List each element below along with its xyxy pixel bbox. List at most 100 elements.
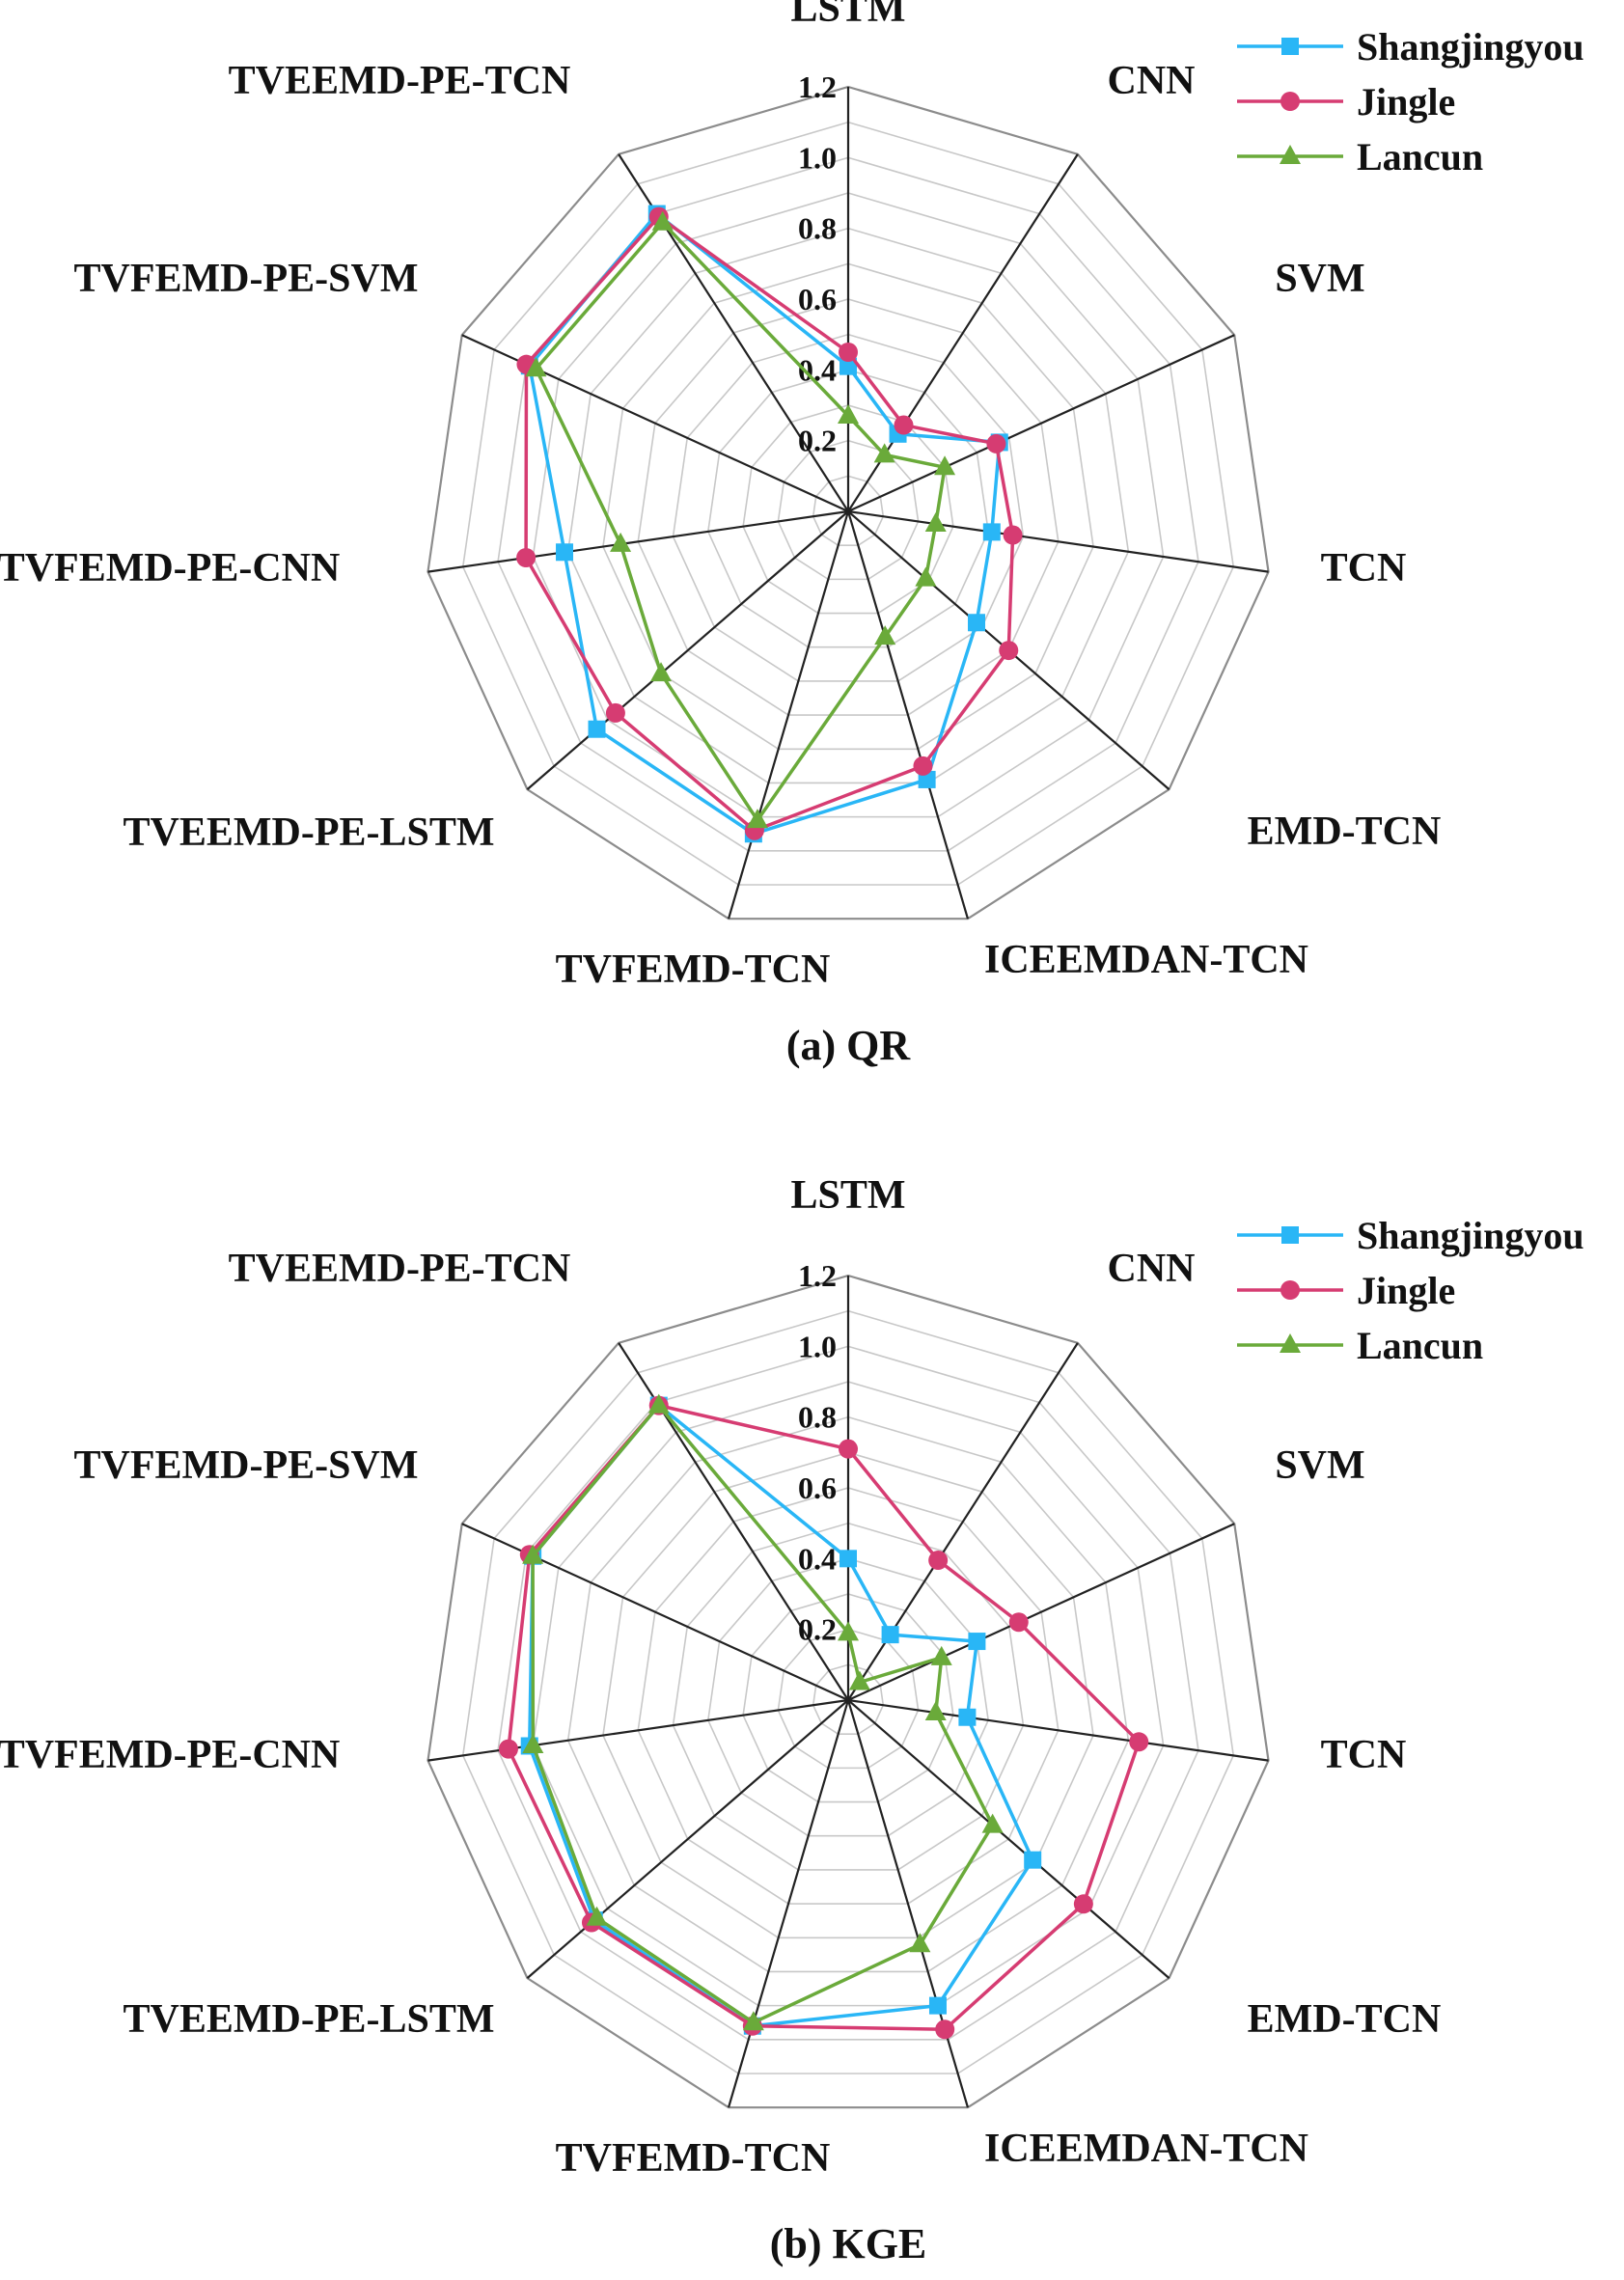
data-point-circle [913,755,933,776]
data-point-circle [605,702,625,723]
legend: Shangjingyou Jingle Lancun [1237,25,1584,179]
category-label: EMD-TCN [1248,1997,1442,2042]
data-point-triangle [874,625,896,646]
legend-label: Lancun [1357,135,1483,179]
axis-spoke [847,1698,1269,1762]
legend-marker [1280,92,1300,111]
data-point-square [588,720,606,738]
legend-label: Shangjingyou [1357,25,1584,69]
data-point-triangle [647,1393,670,1414]
grid-ring [532,1381,1165,2007]
legend-marker [1280,145,1301,164]
tick-label: 1.2 [798,1258,837,1293]
data-point-square [968,614,986,632]
axis-spoke [846,1699,970,2108]
axis-spoke [847,1699,1170,1979]
grid-ring [742,1593,954,1803]
tick-label: 1.0 [798,140,837,175]
category-label: TVFEMD-PE-SVM [74,1443,419,1488]
tick-label: 0.4 [798,1541,837,1576]
data-point-circle [498,1739,518,1759]
legend-label: Lancun [1357,1324,1483,1367]
data-point-circle [986,433,1006,453]
data-point-square [968,1633,986,1651]
data-point-triangle [909,1933,931,1953]
data-point-circle [839,1439,858,1459]
data-point-square [928,1996,947,2015]
grid-ring [602,1451,1094,1939]
axis-spoke [846,510,970,920]
data-point-triangle [924,512,947,533]
grid-ring [742,404,954,615]
data-point-circle [1003,525,1023,545]
data-point-triangle [525,357,547,377]
tick-label: 1.2 [798,69,837,104]
data-point-square [982,523,1001,541]
data-point-circle [999,641,1019,661]
grid-ring [566,1415,1130,1973]
axis-spoke [727,1699,850,2108]
data-point-triangle [522,1733,544,1753]
tick-label: 0.6 [798,282,837,316]
grid-ring [461,121,1235,886]
data-point-triangle [915,566,937,587]
data-point-square [840,357,857,375]
grid-ring [497,1345,1199,2041]
data-point-triangle [742,2011,764,2031]
series-lancun [525,210,956,829]
chart-caption: (a) QR [786,1022,912,1069]
legend-label: Shangjingyou [1357,1214,1584,1257]
grid-ring [532,192,1165,818]
data-point-square [556,543,574,562]
axis-spoke [427,509,849,573]
category-label: ICEEMDAN-TCN [984,2127,1308,2171]
grid-ring [672,1522,1025,1871]
category-label: CNN [1108,1247,1196,1291]
category-label: TVFEMD-TCN [556,948,831,992]
data-point-triangle [924,1701,947,1721]
data-point-circle [935,2019,955,2040]
grid-ring [461,1309,1235,2074]
series-line [534,221,947,822]
data-point-triangle [650,662,673,682]
grid-ring [812,1663,885,1735]
category-label: LSTM [790,0,905,31]
data-point-circle [839,343,858,362]
category-label: LSTM [790,1173,905,1218]
legend: Shangjingyou Jingle Lancun [1237,1214,1584,1367]
series-jingle [516,206,1023,840]
category-label: TVFEMD-TCN [556,2136,831,2181]
category-label: SVM [1275,257,1364,301]
category-label: EMD-TCN [1248,810,1442,854]
axis-spoke [847,509,1269,573]
category-label: TCN [1321,546,1407,591]
data-point-square [840,1550,857,1568]
category-label: TVEEMD-PE-TCN [229,1247,571,1291]
legend-marker [1280,1280,1300,1300]
tick-label: 1.0 [798,1329,837,1363]
series-lancun [522,1393,1004,2031]
grid [427,1274,1270,2109]
data-point-triangle [934,455,956,476]
series-line [531,1403,995,2024]
data-point-triangle [930,1645,952,1665]
data-point-circle [516,548,537,568]
data-point-triangle [651,210,674,231]
data-point-circle [1129,1732,1149,1752]
category-label: TCN [1321,1733,1407,1777]
legend-label: Jingle [1357,80,1455,124]
data-point-triangle [586,1906,608,1926]
category-label: TVFEMD-PE-CNN [0,1733,340,1777]
axis-spoke [427,1698,849,1762]
data-point-circle [894,415,914,435]
data-point-triangle [873,443,895,463]
data-point-triangle [838,404,859,424]
grid-ring [707,1557,989,1837]
grid-ring [637,298,1060,716]
series-line [524,214,1015,833]
chart-caption: (b) KGE [770,2220,927,2267]
data-point-square [1024,1851,1042,1869]
data-point-circle [1008,1612,1029,1633]
axis-spoke [847,334,1235,513]
